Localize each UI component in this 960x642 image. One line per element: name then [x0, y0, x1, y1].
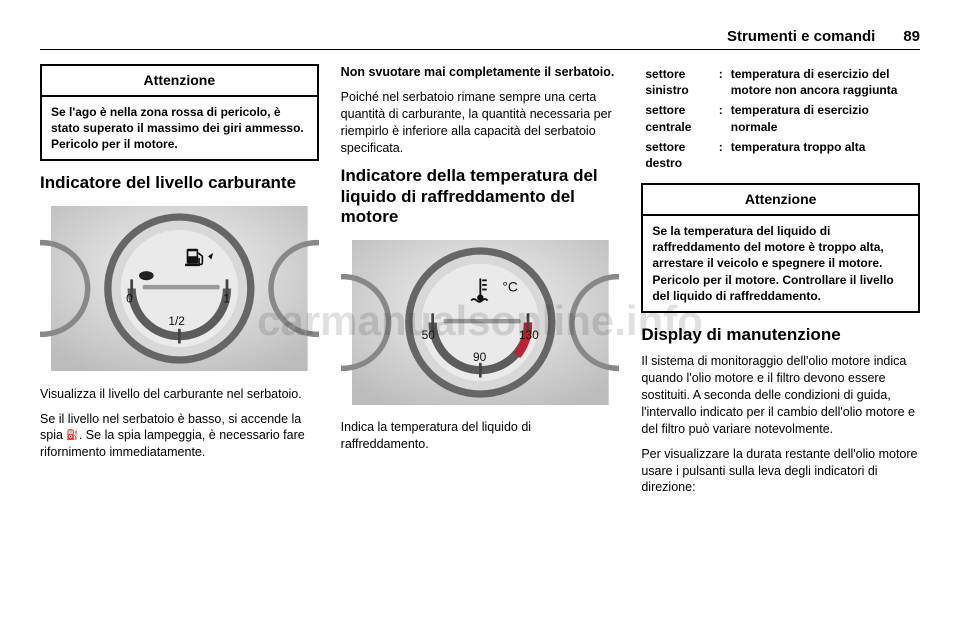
fuel-gauge-image: 0 1 1/2: [40, 206, 319, 371]
svg-text:°C: °C: [502, 279, 517, 294]
header-title: Strumenti e comandi: [727, 28, 875, 45]
svg-text:130: 130: [519, 328, 539, 342]
fuel-warning-icon: ⛽: [66, 430, 78, 441]
warning-title: Attenzione: [643, 185, 918, 216]
temp-sector-table: settore sinistro : temperatura di eserci…: [641, 64, 920, 173]
def-key: settore sinistro: [641, 64, 714, 100]
column-3: settore sinistro : temperatura di eserci…: [641, 64, 920, 504]
column-2: Non svuotare mai completamente il serbat…: [341, 64, 620, 504]
def-colon: :: [715, 64, 727, 100]
service-desc-1: Il sistema di monitoraggio dell'olio mot…: [641, 353, 920, 437]
warning-body: Se la temperatura del liquido di raffred…: [643, 216, 918, 311]
def-val: temperatura troppo alta: [727, 137, 920, 173]
svg-text:1/2: 1/2: [168, 314, 185, 328]
page-header: Strumenti e comandi 89: [40, 28, 920, 50]
warning-box-coolant: Attenzione Se la temperatura del liquido…: [641, 183, 920, 313]
svg-text:0: 0: [126, 291, 133, 305]
svg-text:50: 50: [421, 328, 435, 342]
fuel-low-desc: Se il livello nel serbatoio è basso, si …: [40, 411, 319, 462]
service-desc-2: Per visualizzare la durata restante dell…: [641, 446, 920, 497]
content-columns: Attenzione Se l'ago è nella zona rossa d…: [40, 64, 920, 504]
warning-box-rpm: Attenzione Se l'ago è nella zona rossa d…: [40, 64, 319, 161]
def-key: settore centrale: [641, 100, 714, 136]
warning-title: Attenzione: [42, 66, 317, 97]
tank-empty-warning: Non svuotare mai completamente il serbat…: [341, 64, 620, 81]
fuel-desc: Visualizza il livello del carburante nel…: [40, 386, 319, 403]
tank-capacity-note: Poiché nel serbatoio rimane sempre una c…: [341, 89, 620, 157]
def-colon: :: [715, 137, 727, 173]
section-title-coolant: Indicatore della temperatura del liquido…: [341, 166, 620, 227]
table-row: settore centrale : temperatura di eserci…: [641, 100, 920, 136]
def-colon: :: [715, 100, 727, 136]
def-val: temperatura di esercizio del motore non …: [727, 64, 920, 100]
coolant-gauge-image: °C 50 130 90: [341, 240, 620, 405]
coolant-desc: Indica la temperatura del liquido di raf…: [341, 419, 620, 453]
header-page-number: 89: [903, 28, 920, 45]
warning-body: Se l'ago è nella zona rossa di pericolo,…: [42, 97, 317, 160]
def-val: temperatura di esercizio normale: [727, 100, 920, 136]
table-row: settore destro : temperatura troppo alta: [641, 137, 920, 173]
svg-text:1: 1: [223, 291, 230, 305]
section-title-service: Display di manutenzione: [641, 325, 920, 345]
svg-text:90: 90: [473, 350, 487, 364]
section-title-fuel: Indicatore del livello carburante: [40, 173, 319, 193]
column-1: Attenzione Se l'ago è nella zona rossa d…: [40, 64, 319, 504]
def-key: settore destro: [641, 137, 714, 173]
table-row: settore sinistro : temperatura di eserci…: [641, 64, 920, 100]
